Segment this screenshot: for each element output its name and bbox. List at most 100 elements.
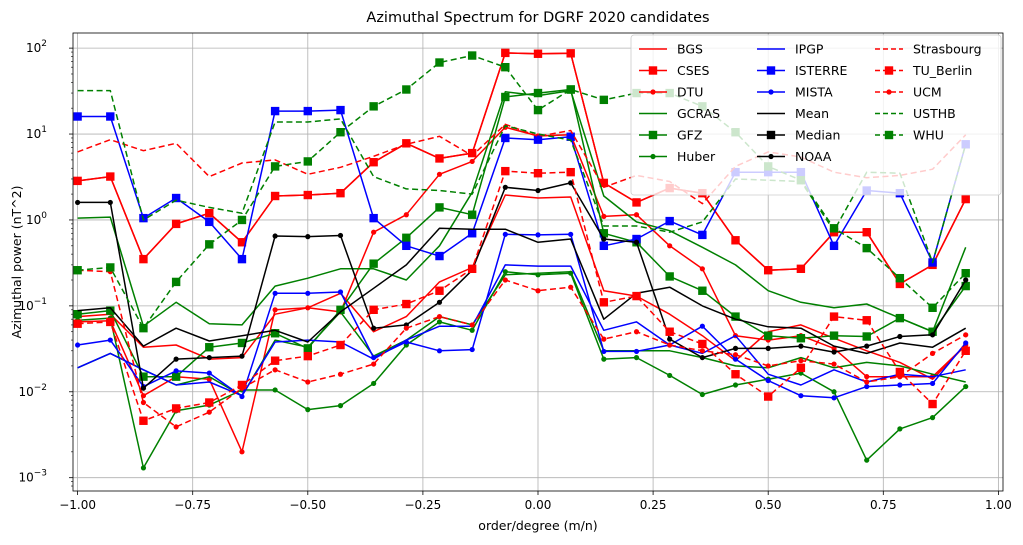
- data-point: [533, 169, 543, 178]
- data-point: [305, 379, 311, 385]
- data-point: [765, 377, 771, 384]
- data-point: [435, 58, 444, 67]
- data-point: [305, 407, 311, 413]
- data-point: [665, 272, 674, 281]
- data-point: [568, 270, 574, 276]
- data-point: [140, 385, 147, 391]
- data-point: [73, 319, 82, 328]
- data-point: [798, 393, 804, 399]
- data-point: [864, 374, 870, 380]
- data-point: [698, 230, 707, 240]
- data-point: [963, 340, 969, 346]
- legend-label: DTU: [677, 85, 703, 100]
- data-point: [270, 191, 280, 201]
- legend-entry-mista: MISTA: [757, 85, 833, 100]
- data-point: [665, 216, 674, 226]
- data-point: [731, 370, 740, 379]
- data-point: [831, 361, 837, 367]
- data-point: [829, 312, 839, 321]
- data-point: [862, 316, 871, 325]
- data-point: [467, 264, 477, 274]
- y-tick-label: 102: [26, 39, 47, 55]
- data-point: [237, 338, 247, 348]
- data-point: [270, 329, 280, 338]
- data-point: [501, 166, 510, 176]
- data-point: [862, 243, 871, 253]
- data-point: [303, 157, 313, 166]
- data-point: [206, 409, 212, 415]
- data-point: [501, 62, 510, 72]
- legend-label: GFZ: [677, 128, 702, 143]
- data-point: [829, 241, 839, 251]
- legend-label: UCM: [913, 85, 942, 100]
- data-point: [469, 327, 475, 333]
- legend-entry-cses: CSES: [639, 63, 710, 78]
- data-point: [336, 105, 345, 115]
- legend-label: WHU: [913, 128, 944, 143]
- y-tick-label: 10−3: [18, 469, 47, 485]
- legend-marker: [886, 89, 892, 95]
- data-point: [601, 213, 607, 219]
- data-point: [73, 266, 82, 275]
- data-point: [732, 356, 739, 362]
- data-point: [963, 383, 969, 390]
- data-point: [829, 224, 839, 233]
- data-point: [402, 241, 411, 251]
- data-point: [862, 332, 871, 341]
- data-point: [667, 243, 673, 249]
- data-point: [369, 305, 378, 314]
- y-axis-label: Azimuthal power (nT^2): [9, 186, 24, 339]
- data-point: [107, 199, 113, 206]
- data-point: [305, 234, 311, 240]
- data-point: [436, 319, 443, 325]
- data-point: [403, 325, 409, 331]
- data-point: [929, 350, 936, 356]
- data-point: [403, 212, 409, 218]
- legend-marker: [884, 130, 894, 140]
- data-point: [864, 383, 870, 390]
- data-point: [928, 327, 937, 336]
- data-point: [829, 331, 839, 340]
- data-point: [961, 281, 970, 291]
- legend-marker: [650, 153, 656, 160]
- series-line: [77, 233, 967, 399]
- data-point: [371, 229, 377, 235]
- data-point: [239, 353, 245, 359]
- data-point: [435, 154, 444, 163]
- data-point: [897, 426, 903, 432]
- legend-entry-mean: Mean: [757, 106, 829, 121]
- legend-entry-whu: WHU: [875, 128, 944, 143]
- data-point: [796, 264, 806, 274]
- axes-ticks: −1.00 −0.75 −0.50 −0.25 0.00 0.25 0.50 0.75 1.00…: [18, 39, 1011, 512]
- data-point: [763, 266, 773, 275]
- data-point: [502, 184, 508, 190]
- data-point: [139, 254, 148, 264]
- series-ucm: [75, 267, 969, 430]
- data-point: [796, 334, 806, 343]
- data-point: [371, 380, 377, 387]
- data-point: [502, 269, 508, 275]
- data-point: [831, 395, 837, 401]
- legend-label: TU_Berlin: [912, 63, 972, 78]
- legend-entry-usthb: USTHB: [875, 106, 956, 121]
- data-point: [699, 323, 705, 329]
- x-tick-label: 0.25: [640, 498, 667, 512]
- data-point: [239, 393, 245, 400]
- data-point: [928, 303, 937, 312]
- data-point: [435, 286, 444, 295]
- data-point: [831, 349, 837, 355]
- legend-entry-median: Median: [757, 128, 840, 143]
- data-point: [369, 213, 378, 223]
- legend-label: GCRAS: [677, 106, 720, 121]
- series-line: [77, 89, 967, 264]
- data-point: [171, 193, 181, 203]
- data-point: [831, 389, 837, 395]
- data-point: [699, 354, 705, 361]
- data-point: [270, 106, 280, 116]
- legend-marker: [766, 66, 776, 75]
- data-point: [171, 277, 181, 287]
- data-point: [501, 92, 510, 102]
- x-tick-label: −0.50: [289, 498, 326, 512]
- data-point: [270, 356, 280, 365]
